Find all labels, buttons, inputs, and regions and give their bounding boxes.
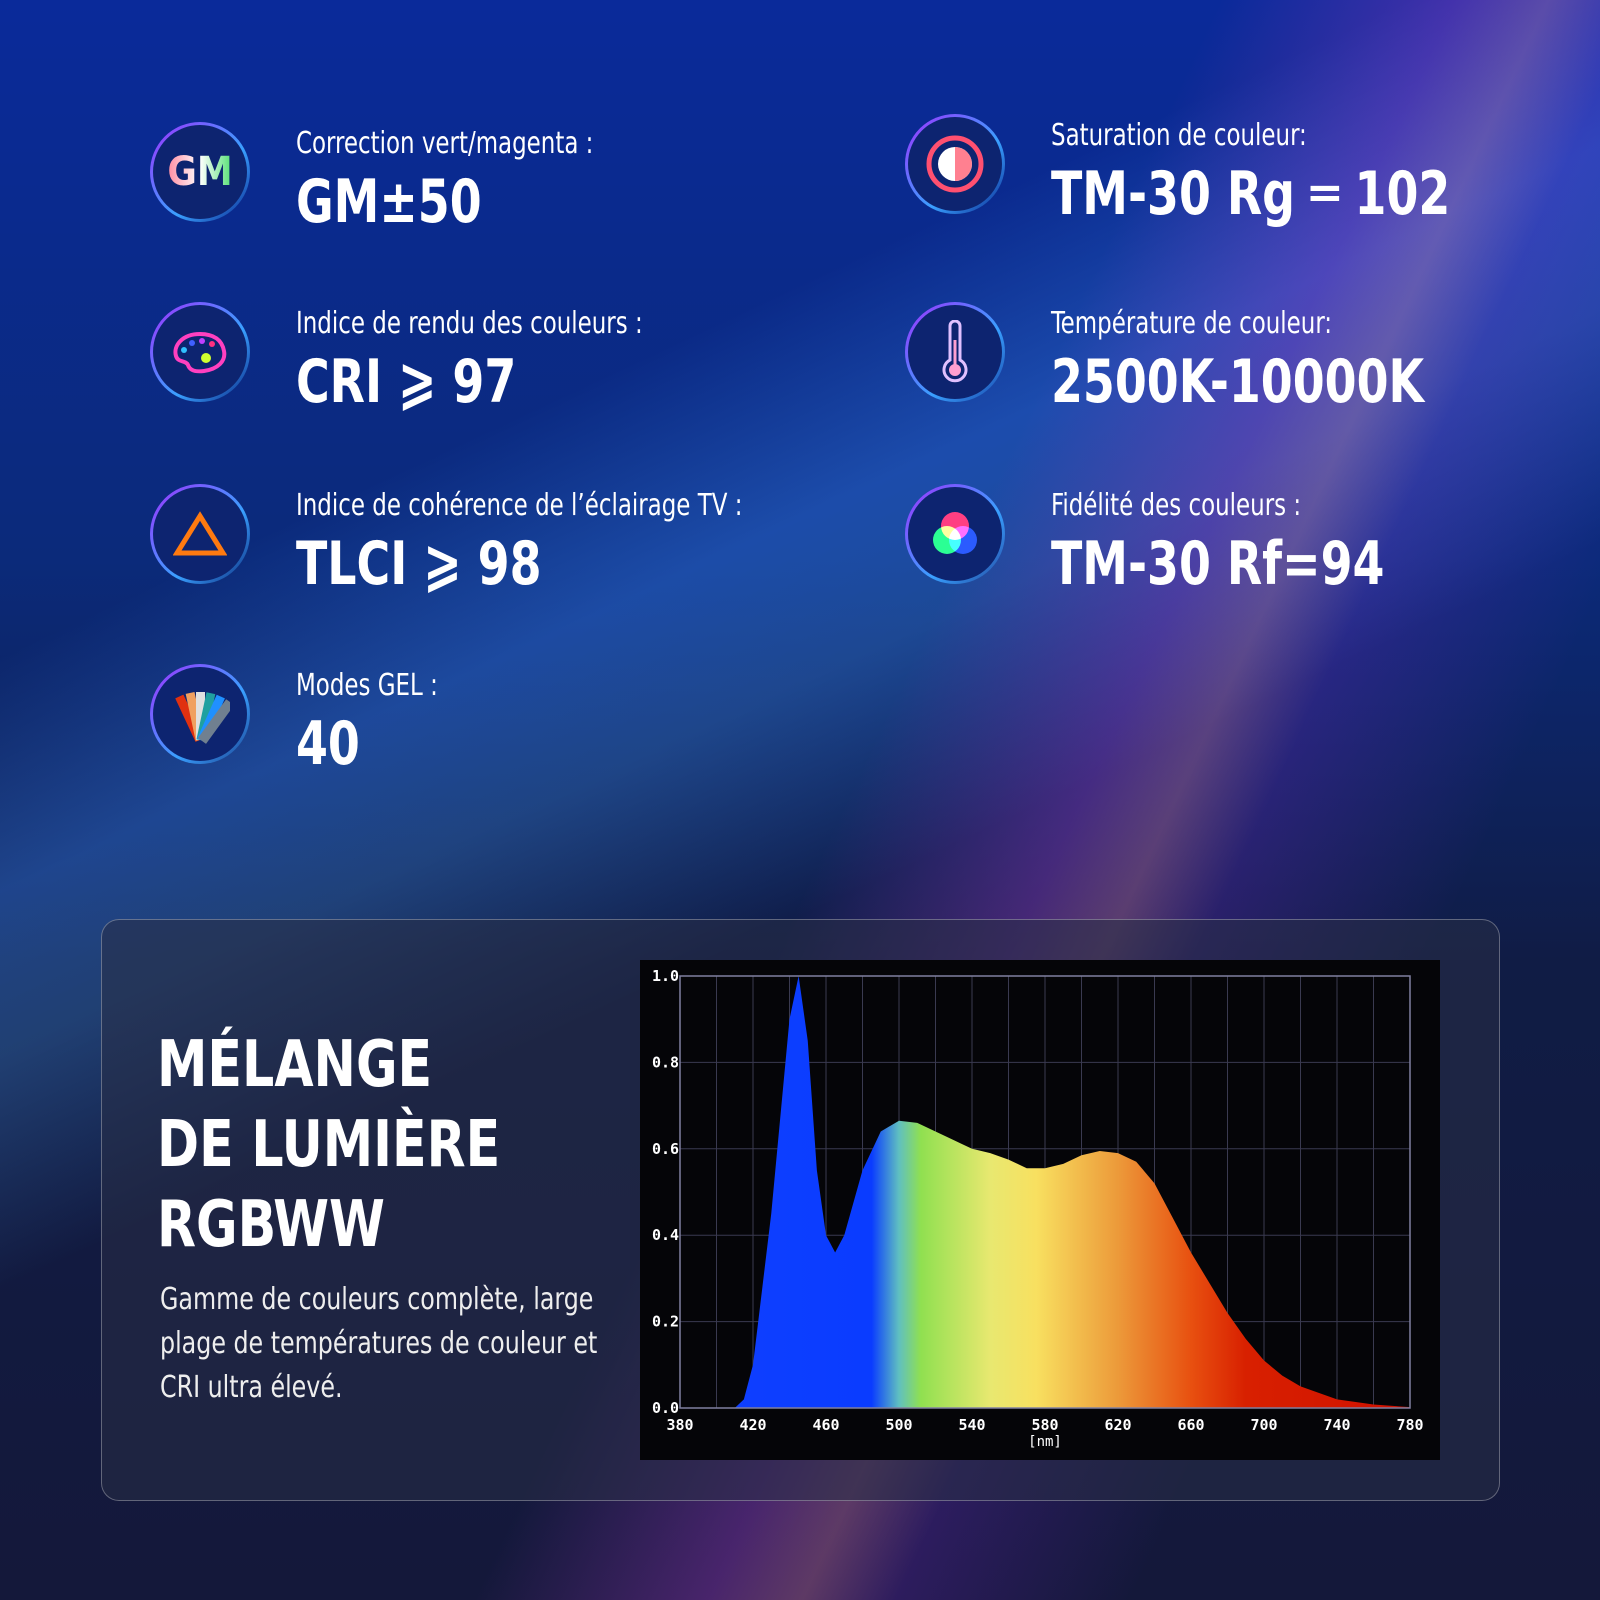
x-tick-label: 460 (812, 1416, 839, 1434)
x-tick-label: 380 (666, 1416, 693, 1434)
title-line: RGBWW (157, 1188, 385, 1262)
feature-label: Fidélité des couleurs : (1051, 488, 1302, 523)
x-tick-label: 500 (885, 1416, 912, 1434)
x-tick-label: 420 (739, 1416, 766, 1434)
y-tick-label: 0.4 (652, 1226, 679, 1244)
rgb-circles-icon (905, 484, 1005, 584)
x-tick-label: 660 (1177, 1416, 1204, 1434)
title-line: MÉLANGE (157, 1028, 433, 1102)
panel-description: Gamme de couleurs complète, large plage … (160, 1282, 598, 1405)
feature-label: Correction vert/magenta : (296, 126, 594, 161)
feature-value: GM±50 (296, 167, 482, 237)
spectrum-chart: 0.0 0.2 0.4 0.6 0.8 1.0 380 420 460 500 540 580 620 6… (640, 960, 1440, 1460)
y-tick-label: 0.2 (652, 1313, 679, 1331)
feature-gm: GM Correction vert/magenta : GM±50 (150, 125, 646, 237)
feature-rg: Saturation de couleur: TM-30 Rg ═ 102 (905, 117, 1521, 229)
feature-cct: Température de couleur: 2500K-10000K (905, 305, 1490, 417)
feature-value: 2500K-10000K (1051, 347, 1425, 417)
x-tick-label: 740 (1323, 1416, 1350, 1434)
x-tick-label: 540 (958, 1416, 985, 1434)
gel-swatches-icon (150, 664, 250, 764)
feature-value: CRI ⩾ 97 (296, 347, 517, 417)
x-axis-label: [nm] (1028, 1434, 1062, 1450)
feature-gel: Modes GEL : 40 (150, 667, 463, 779)
feature-label: Saturation de couleur: (1051, 118, 1307, 153)
feature-value: TM-30 Rg ═ 102 (1051, 159, 1451, 229)
y-tick-label: 0.6 (652, 1140, 679, 1158)
feature-label: Indice de rendu des couleurs : (296, 306, 643, 341)
x-tick-label: 580 (1031, 1416, 1058, 1434)
palette-icon (150, 302, 250, 402)
x-tick-label: 780 (1396, 1416, 1423, 1434)
y-tick-label: 0.8 (652, 1053, 679, 1071)
feature-value: TM-30 Rf=94 (1051, 529, 1385, 599)
plot-frame (679, 975, 1411, 1409)
feature-value: TLCI ⩾ 98 (296, 529, 542, 599)
y-tick-label: 1.0 (652, 967, 679, 985)
x-tick-label: 700 (1250, 1416, 1277, 1434)
feature-cri: Indice de rendu des couleurs : CRI ⩾ 97 (150, 305, 704, 417)
spectrum-area (680, 976, 1410, 1408)
gm-icon: GM (150, 122, 250, 222)
thermometer-icon (905, 302, 1005, 402)
feature-tlci: Indice de cohérence de l’éclairage TV : T… (150, 487, 821, 599)
panel-title: MÉLANGE DE LUMIÈRE RGBWW (157, 1025, 500, 1265)
saturation-icon (905, 114, 1005, 214)
feature-label: Modes GEL : (296, 668, 438, 703)
feature-rf: Fidélité des couleurs : TM-30 Rf=94 (905, 487, 1443, 599)
feature-value: 40 (296, 709, 360, 779)
feature-label: Température de couleur: (1051, 306, 1333, 341)
y-tick-label: 0.0 (652, 1399, 679, 1417)
x-tick-label: 620 (1104, 1416, 1131, 1434)
triangle-icon (150, 484, 250, 584)
feature-label: Indice de cohérence de l’éclairage TV : (296, 488, 743, 523)
title-line: DE LUMIÈRE (157, 1108, 501, 1182)
